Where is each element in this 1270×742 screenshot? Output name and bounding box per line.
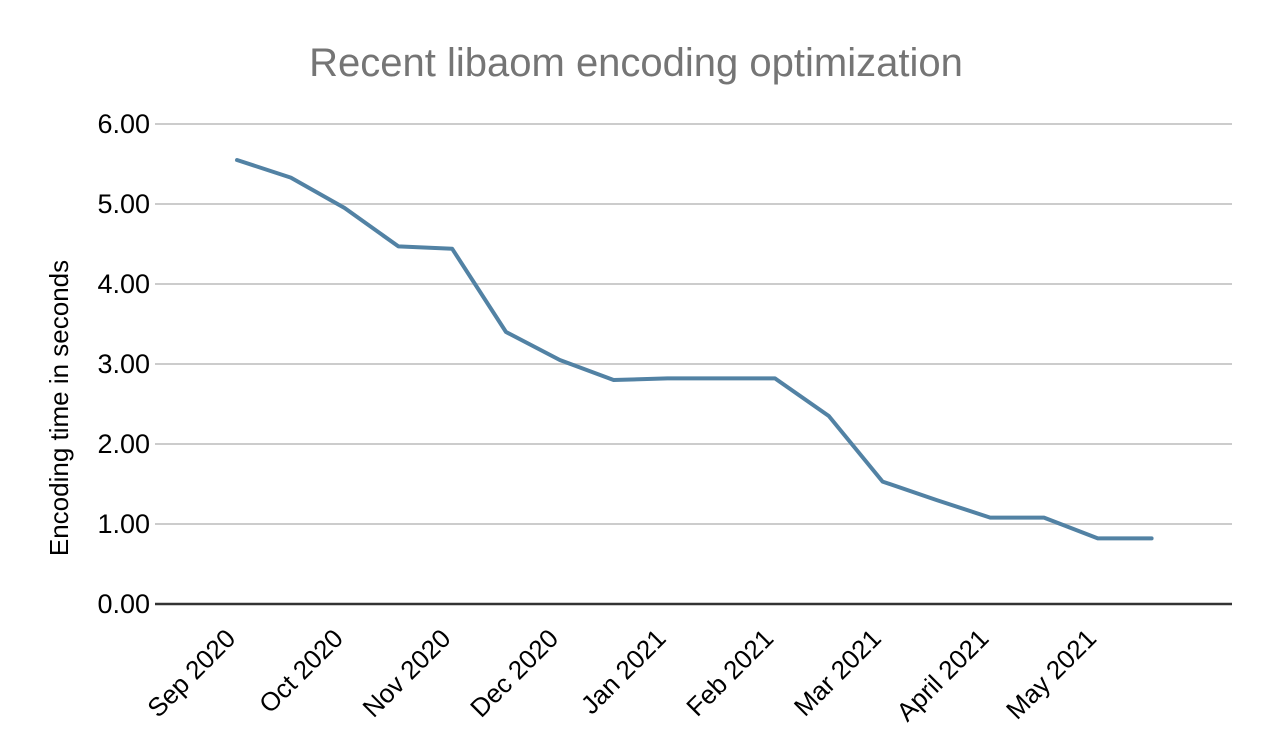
x-tick-label: Mar 2021: [788, 623, 887, 722]
x-tick-label: Jan 2021: [575, 623, 672, 720]
y-tick-label: 1.00: [97, 509, 150, 539]
x-tick-label: Sep 2020: [141, 623, 241, 723]
y-axis-tick-labels: 0.00 1.00 2.00 3.00 4.00 5.00 6.00: [97, 109, 150, 619]
x-axis-tick-labels: Sep 2020 Oct 2020 Nov 2020 Dec 2020 Jan 2021…: [141, 623, 1102, 727]
x-tick-label: Oct 2020: [253, 623, 349, 719]
y-tick-label: 5.00: [97, 189, 150, 219]
x-tick-label: Feb 2021: [680, 623, 779, 722]
x-tick-label: April 2021: [890, 623, 994, 727]
x-tick-label: May 2021: [1000, 623, 1102, 725]
y-axis-title: Encoding time in seconds: [44, 260, 74, 556]
y-tick-label: 3.00: [97, 349, 150, 379]
x-tick-label: Dec 2020: [464, 623, 564, 723]
y-tick-label: 4.00: [97, 269, 150, 299]
gridlines: [155, 123, 1232, 606]
chart-title: Recent libaom encoding optimization: [309, 41, 963, 85]
series-line: [235, 158, 1154, 541]
y-tick-label: 0.00: [97, 589, 150, 619]
y-tick-label: 2.00: [97, 429, 150, 459]
x-tick-label: Nov 2020: [357, 623, 457, 723]
y-tick-label: 6.00: [97, 109, 150, 139]
